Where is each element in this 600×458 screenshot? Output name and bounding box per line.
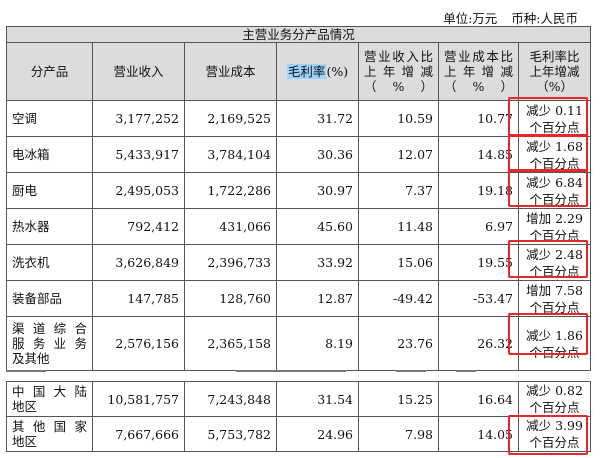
region-table: 中国大陆 地区 10,581,757 7,243,848 31.54 15.25 … [6,381,591,452]
annotation-box-fridge [508,134,588,172]
header-row: 分产品 营业收入 营业成本 毛利率(%) 营业收入比上年增减（%） 营业成本比上… [6,42,592,101]
table-row: 渠道综合 服务业务 及其他 2,576,156 2,365,158 8.19 23.… [6,316,592,371]
header-revenue: 营业收入 [92,42,185,101]
table-row: 热水器 792,412 431,066 45.60 11.48 6.97 增加 … [6,208,592,245]
annotation-box-kitchen [508,169,588,207]
table-row: 洗衣机 3,626,849 2,396,733 33.92 15.06 19.5… [6,244,592,281]
annotation-box-channel [508,313,588,355]
product-table: 主营业务分产品情况 分产品 营业收入 营业成本 毛利率(%) 营业收入比上年增减… [5,26,592,371]
section-title: 主营业务分产品情况 [5,26,592,43]
header-product: 分产品 [6,42,93,101]
header-gross-margin: 毛利率(%) [276,42,359,101]
table-row: 中国大陆 地区 10,581,757 7,243,848 31.54 15.25 … [6,381,591,417]
annotation-box-other-regions [508,415,588,455]
annotation-box-aircon [508,97,588,137]
table-row: 电冰箱 5,433,917 3,784,104 30.36 12.07 14.8… [6,136,592,173]
selected-text-highlight[interactable]: 毛利率 [286,64,327,79]
unit-label: 单位:万元 [443,11,498,26]
page-seam [6,370,590,379]
table-row: 厨电 2,495,053 1,722,286 30.97 7.37 19.18 … [6,172,592,209]
currency-label: 币种:人民币 [511,11,578,26]
table-row: 装备部品 147,785 128,760 12.87 -49.42 -53.47… [6,280,592,317]
unit-caption: 单位:万元 币种:人民币 [429,8,578,27]
annotation-box-washer [508,240,588,278]
table-row: 空调 3,177,252 2,169,525 31.72 10.59 10.77… [6,100,592,137]
header-gm-change: 毛利率比上年增减（%） [517,42,592,101]
table-row: 其他国家 地区 7,667,666 5,753,782 24.96 7.98 14… [6,416,591,452]
header-cost: 营业成本 [184,42,277,101]
header-revenue-yoy: 营业收入比上年增减（%） [358,42,439,101]
header-cost-yoy: 营业成本比上年增减（%） [438,42,519,101]
